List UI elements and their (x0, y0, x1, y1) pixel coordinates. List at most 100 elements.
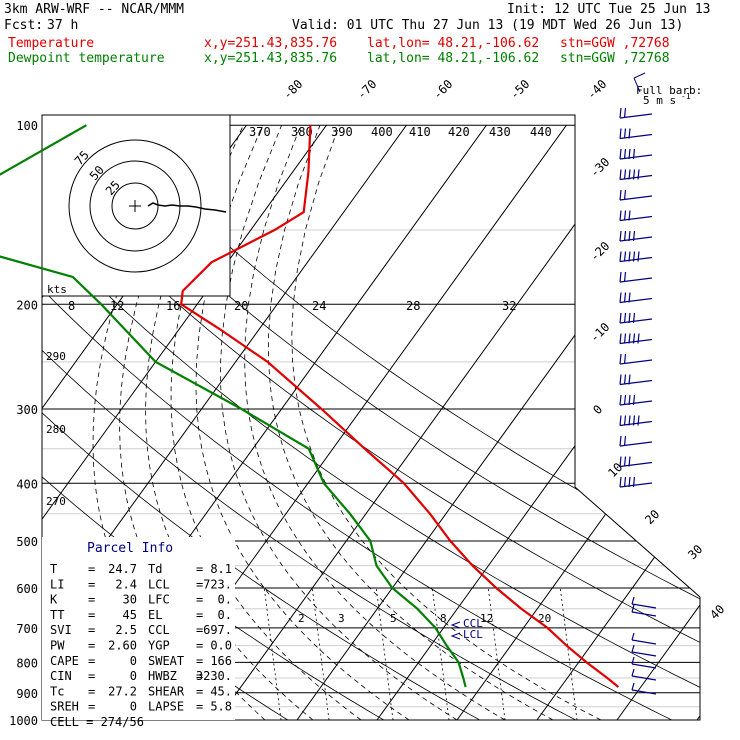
parcel-value: 0 (130, 654, 137, 668)
wind-barb (619, 400, 653, 406)
isotherm-label: 10 (605, 460, 625, 480)
parcel-value: 0. (218, 608, 232, 622)
isotherm (696, 124, 700, 720)
parcel-value: 0 (130, 669, 137, 683)
parcel-info-background (42, 537, 235, 720)
wind-barb-feather (628, 456, 631, 467)
legend-dewpoint-label: Dewpoint temperature (8, 51, 165, 66)
pressure-tick-200: 200 (16, 298, 38, 312)
wind-barb-feather (619, 107, 622, 119)
wind-barb-feather (637, 251, 640, 262)
isotherm-label: 20 (642, 507, 662, 527)
wind-barb-feather (623, 312, 627, 324)
wind-barb (619, 133, 653, 140)
wind-barb-feather (623, 415, 627, 426)
speed-label: 12 (110, 299, 124, 313)
theta-e-label: 400 (371, 125, 393, 139)
mixing-ratio-label: 5 (390, 612, 397, 625)
theta-e-label: 370 (249, 125, 271, 139)
wind-barb (619, 420, 653, 427)
wind-barb-feather (632, 333, 636, 344)
wind-barb-feather (632, 148, 636, 160)
hodograph-trace (147, 202, 227, 213)
wind-barb-feather (628, 251, 631, 262)
speed-label: 28 (406, 299, 420, 313)
wind-barb-feather (623, 271, 627, 283)
isotherm-label: -10 (587, 320, 612, 345)
parcel-info-box: Parcel Info T = 24.7 Td = 8.1LI = 2.4 LCL = 723.K =… (42, 537, 235, 729)
header-fcst-value: 37 h (47, 18, 79, 33)
wind-barb-feather (619, 230, 622, 242)
dry-adiabat (42, 124, 700, 720)
parcel-label: CAPE (50, 654, 79, 668)
wind-barb-feather (619, 292, 622, 303)
wind-barb-feather (619, 456, 622, 467)
isotherm (42, 124, 327, 720)
moist-adiabat (244, 125, 506, 720)
speed-label: 8 (68, 299, 75, 313)
mixing-ratio-line (487, 587, 506, 720)
parcel-cell: CELL = 274/56 (50, 715, 144, 729)
isotherm-label: 40 (707, 602, 727, 622)
moist-adiabat (291, 125, 602, 720)
pressure-tick-300: 300 (16, 403, 38, 417)
parcel-label: LCL (148, 577, 170, 591)
mixing-ratio-line (263, 587, 282, 720)
mixing-ratio-line (431, 587, 450, 720)
wind-barb-feather (637, 333, 640, 344)
wind-barb-feather (619, 353, 622, 365)
parcel-equals: = (196, 654, 203, 668)
parcel-value: 2.60 (108, 639, 137, 653)
parcel-label: SWEAT (148, 654, 184, 668)
barb-legend-staff (633, 77, 641, 93)
parcel-label: PW (50, 639, 65, 653)
theta-label: 270 (46, 495, 66, 508)
legend-dewpoint-stn: stn=GGW ,72768 (560, 51, 670, 66)
theta-e-label: 420 (448, 125, 470, 139)
wind-barb (619, 482, 653, 488)
wind-barb (619, 236, 653, 242)
wind-barb-low-feather (631, 632, 635, 641)
parcel-label: HWBZ (148, 669, 177, 683)
wind-barb-feather (619, 210, 622, 221)
barb-legend-label: Full barb: (636, 84, 702, 97)
theta-label: 290 (46, 350, 66, 363)
wind-barb-low-feather (631, 656, 635, 665)
wind-barb (619, 461, 653, 468)
speed-label: 24 (312, 299, 326, 313)
wind-barb-low-feather (631, 644, 635, 653)
wind-barb-feather (632, 251, 636, 262)
parcel-label: EL (148, 608, 162, 622)
wind-barb-feather (623, 353, 627, 365)
parcel-value: 166 (210, 654, 232, 668)
wind-barb-feather (619, 374, 622, 385)
parcel-label: SHEAR (148, 684, 185, 698)
parcel-equals: = (196, 700, 203, 714)
wind-barb (619, 256, 653, 263)
mixing-ratio-label: 20 (538, 612, 551, 625)
wind-barb-feather (628, 292, 631, 303)
parcel-label: SVI (50, 623, 72, 637)
wind-barb-feather (623, 107, 627, 119)
wind-barb-feather (623, 476, 627, 488)
isotherm (0, 125, 6, 720)
theta-e-label: 380 (291, 125, 313, 139)
wind-barb-low (631, 663, 657, 669)
wind-barb-feather (619, 271, 622, 283)
wind-barb-feather (623, 128, 627, 139)
lcl-arrow (450, 632, 461, 640)
wind-barb-feather (628, 415, 631, 426)
parcel-equals: = (88, 700, 95, 714)
wind-barb (619, 338, 653, 345)
wind-barb-feather (623, 169, 627, 180)
isotherm (616, 124, 700, 720)
isotherm-label: -60 (430, 77, 455, 102)
wind-barb-feather (628, 210, 631, 221)
pressure-tick-1000: 1000 (9, 714, 38, 728)
theta-e-label: 440 (530, 125, 552, 139)
wind-barb (619, 318, 653, 324)
moist-adiabat (145, 125, 314, 720)
wind-barb-feather (637, 169, 640, 180)
wind-barb-feather (623, 189, 627, 201)
parcel-value: 3230. (196, 669, 232, 683)
